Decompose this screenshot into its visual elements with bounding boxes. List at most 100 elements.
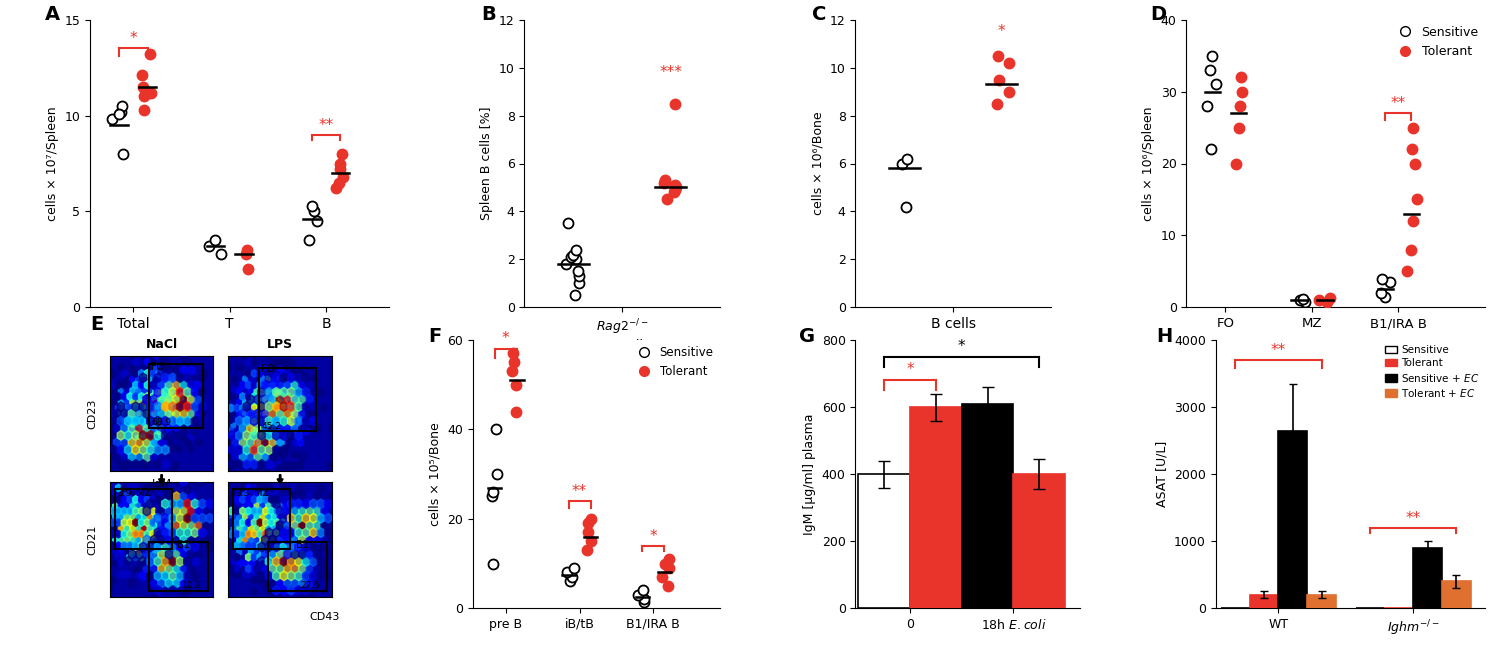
- Point: [204, 235, 228, 245]
- Y-axis label: cells × 10⁵/Bone: cells × 10⁵/Bone: [429, 422, 441, 526]
- Text: **: **: [1270, 343, 1286, 358]
- Text: 3.9: 3.9: [117, 489, 132, 498]
- Point: [662, 187, 686, 198]
- Point: [332, 172, 356, 182]
- Point: [566, 266, 590, 277]
- Text: C: C: [813, 5, 826, 24]
- Point: [1228, 72, 1252, 82]
- Point: [327, 164, 351, 175]
- Point: [561, 249, 585, 260]
- Point: [657, 562, 681, 573]
- Text: *: *: [958, 339, 966, 354]
- Point: [998, 86, 1022, 97]
- Point: [650, 572, 674, 582]
- Y-axis label: IgM [µg/ml] plasma: IgM [µg/ml] plasma: [802, 413, 816, 535]
- Text: **: **: [1390, 96, 1406, 111]
- Point: [138, 49, 162, 60]
- Bar: [148, 542, 208, 591]
- Point: [236, 245, 260, 255]
- Point: [896, 154, 920, 164]
- Point: [1406, 194, 1429, 205]
- Point: [327, 158, 351, 169]
- Bar: [116, 489, 172, 549]
- Point: [561, 572, 585, 582]
- Text: B1: B1: [296, 540, 309, 550]
- Text: LPS: LPS: [267, 338, 292, 351]
- Point: [108, 107, 132, 117]
- Text: *: *: [129, 31, 136, 46]
- Point: [484, 469, 508, 479]
- Text: FO: FO: [152, 362, 165, 372]
- Point: [632, 585, 656, 596]
- Text: FO: FO: [261, 364, 274, 374]
- Text: 45.2: 45.2: [261, 422, 282, 431]
- Point: [663, 98, 687, 109]
- Text: *: *: [650, 529, 657, 544]
- Point: [100, 114, 124, 125]
- Point: [1196, 101, 1219, 111]
- Point: [986, 50, 1010, 61]
- Point: [556, 218, 580, 229]
- Point: [560, 252, 584, 262]
- Text: 27.5: 27.5: [302, 581, 321, 591]
- Point: [480, 491, 504, 502]
- Point: [1224, 158, 1248, 169]
- Text: CD21: CD21: [88, 525, 98, 555]
- Point: [652, 559, 676, 569]
- Point: [651, 177, 675, 188]
- Y-axis label: cells × 10⁶/Bone: cells × 10⁶/Bone: [812, 112, 824, 215]
- Y-axis label: cells × 10⁶/Spleen: cells × 10⁶/Spleen: [1143, 106, 1155, 221]
- Bar: [234, 489, 291, 549]
- Point: [501, 348, 525, 358]
- Point: [327, 177, 351, 188]
- Bar: [267, 542, 327, 591]
- Text: *: *: [998, 24, 1005, 39]
- Point: [891, 158, 915, 169]
- Point: [567, 271, 591, 281]
- Point: [657, 554, 681, 564]
- Point: [562, 290, 586, 301]
- Point: [1395, 266, 1419, 277]
- Point: [504, 379, 528, 390]
- Point: [998, 58, 1022, 68]
- Point: [558, 576, 582, 587]
- Point: [894, 201, 918, 212]
- Text: B: B: [482, 5, 496, 24]
- Text: MZ: MZ: [254, 488, 270, 498]
- Point: [1306, 295, 1330, 305]
- Bar: [260, 368, 316, 431]
- Point: [1401, 122, 1425, 133]
- Point: [984, 98, 1008, 109]
- Point: [663, 184, 687, 195]
- Point: [500, 366, 523, 377]
- Point: [504, 406, 528, 417]
- Point: [1290, 294, 1314, 304]
- Legend: Sensitive, Tolerant: Sensitive, Tolerant: [633, 346, 714, 378]
- Point: [196, 241, 220, 251]
- Point: [1228, 101, 1252, 111]
- Point: [626, 590, 650, 600]
- Point: [1204, 79, 1228, 90]
- Bar: [1413, 548, 1442, 608]
- Bar: [962, 404, 1014, 608]
- Text: G: G: [800, 326, 816, 346]
- Point: [1400, 245, 1423, 255]
- Point: [567, 278, 591, 288]
- Text: IgM: IgM: [152, 479, 171, 489]
- Point: [632, 596, 656, 607]
- Point: [110, 101, 134, 111]
- Point: [132, 82, 156, 92]
- Point: [1288, 295, 1312, 305]
- Point: [304, 216, 328, 226]
- Text: B1: B1: [177, 540, 190, 550]
- Point: [656, 194, 680, 205]
- Point: [576, 518, 600, 528]
- Text: A: A: [45, 5, 60, 24]
- Legend: Sensitive, Tolerant, Sensitive + $\it{EC}$, Tolerant + $\it{EC}$: Sensitive, Tolerant, Sensitive + $\it{EC…: [1384, 345, 1480, 399]
- Text: NaCl: NaCl: [146, 338, 177, 351]
- Text: D: D: [1150, 5, 1167, 24]
- Point: [132, 105, 156, 115]
- Point: [330, 148, 354, 159]
- Text: H: H: [1156, 326, 1173, 346]
- Text: CD43: CD43: [309, 612, 339, 622]
